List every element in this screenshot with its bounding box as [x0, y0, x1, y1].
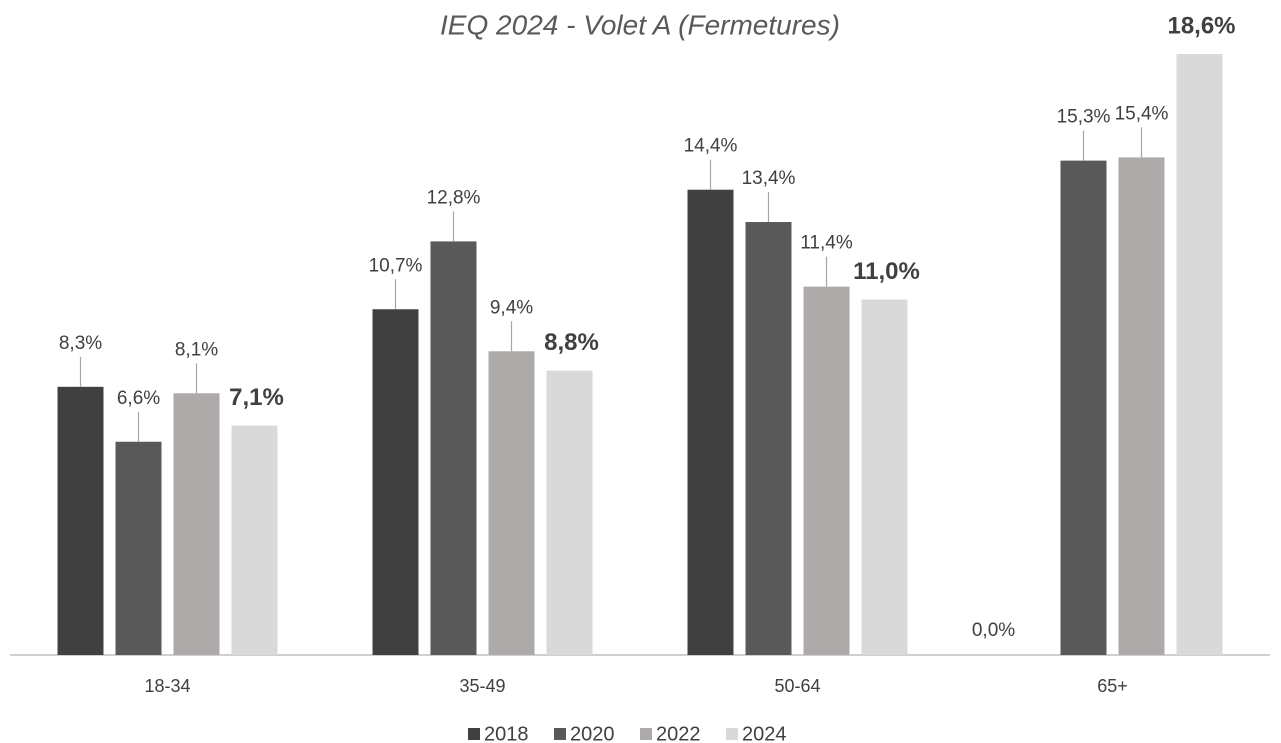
legend-swatch	[640, 728, 652, 740]
bar	[1176, 54, 1223, 655]
data-label: 8,8%	[544, 329, 599, 356]
data-label: 13,4%	[742, 168, 796, 189]
bar	[430, 241, 477, 655]
legend-swatch	[468, 728, 480, 740]
bar	[57, 386, 104, 655]
bar	[687, 189, 734, 656]
legend-swatch	[726, 728, 738, 740]
legend-label: 2018	[484, 723, 529, 743]
bar	[745, 222, 792, 656]
bar	[115, 441, 162, 655]
x-tick-label: 50-64	[774, 676, 820, 696]
bar	[231, 425, 278, 655]
legend-label: 2022	[656, 723, 701, 743]
data-label: 11,4%	[800, 233, 853, 254]
data-label: 7,1%	[229, 384, 284, 411]
x-tick-label: 18-34	[144, 676, 190, 696]
data-label: 18,6%	[1167, 12, 1235, 39]
data-label: 6,6%	[117, 388, 160, 409]
bar	[488, 351, 535, 655]
data-label: 12,8%	[427, 187, 481, 208]
bar	[803, 286, 850, 655]
x-tick-label: 35-49	[459, 676, 505, 696]
data-label: 0,0%	[972, 620, 1015, 641]
x-tick-label: 65+	[1097, 676, 1128, 696]
legend-swatch	[554, 728, 566, 740]
bar	[1060, 160, 1107, 655]
data-label: 8,3%	[59, 333, 102, 354]
legend-label: 2024	[742, 723, 787, 743]
bar	[546, 370, 593, 655]
bar	[372, 309, 419, 655]
data-label: 11,0%	[853, 258, 920, 285]
bar	[1118, 157, 1165, 656]
chart-title: IEQ 2024 - Volet A (Fermetures)	[440, 9, 840, 40]
bar	[861, 299, 908, 655]
data-label: 15,4%	[1115, 103, 1169, 124]
data-label: 15,3%	[1057, 107, 1111, 128]
data-label: 14,4%	[684, 136, 738, 157]
data-label: 9,4%	[490, 297, 533, 318]
legend-label: 2020	[570, 723, 615, 743]
bar	[173, 393, 220, 655]
data-label: 8,1%	[175, 339, 218, 360]
data-label: 10,7%	[369, 255, 423, 276]
